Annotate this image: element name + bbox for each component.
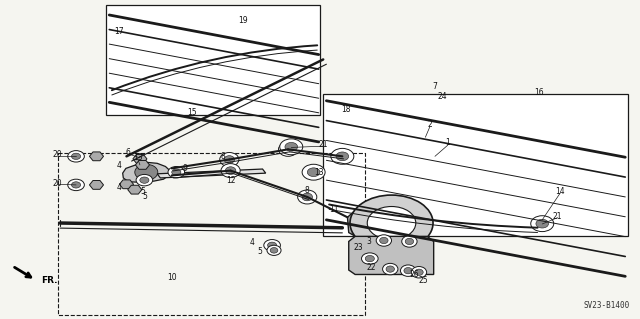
Text: 4: 4: [249, 238, 254, 247]
Text: 12: 12: [226, 176, 236, 185]
Text: 4: 4: [116, 183, 121, 192]
Ellipse shape: [307, 168, 320, 177]
Ellipse shape: [331, 148, 354, 164]
Text: FR.: FR.: [41, 276, 58, 285]
Text: 6: 6: [126, 148, 131, 157]
Polygon shape: [323, 94, 628, 236]
Polygon shape: [123, 162, 170, 182]
Text: 17: 17: [114, 27, 124, 36]
Ellipse shape: [285, 142, 298, 151]
Text: 19: 19: [239, 16, 248, 25]
Ellipse shape: [224, 156, 235, 163]
Ellipse shape: [302, 164, 325, 180]
Ellipse shape: [412, 267, 427, 278]
Ellipse shape: [280, 139, 303, 155]
Ellipse shape: [401, 265, 416, 276]
Ellipse shape: [350, 195, 433, 251]
Ellipse shape: [336, 152, 349, 161]
Ellipse shape: [168, 167, 184, 178]
Ellipse shape: [270, 248, 278, 253]
Text: 3: 3: [367, 237, 372, 246]
Ellipse shape: [365, 256, 374, 262]
Text: 2: 2: [428, 120, 432, 129]
Ellipse shape: [380, 237, 388, 244]
Text: 21: 21: [319, 140, 328, 149]
Ellipse shape: [404, 268, 412, 274]
Ellipse shape: [140, 177, 149, 183]
Text: 14: 14: [556, 187, 565, 196]
Text: 22: 22: [366, 263, 376, 272]
Ellipse shape: [278, 142, 298, 156]
Ellipse shape: [402, 236, 417, 247]
Text: 15: 15: [188, 108, 197, 117]
Text: 18: 18: [340, 105, 350, 114]
Polygon shape: [90, 152, 104, 161]
Text: 11: 11: [330, 205, 339, 214]
Text: 8: 8: [305, 186, 310, 195]
Text: 16: 16: [534, 88, 544, 97]
Ellipse shape: [405, 238, 413, 245]
Ellipse shape: [531, 216, 554, 232]
Ellipse shape: [68, 179, 84, 191]
Polygon shape: [90, 181, 104, 189]
Text: SV23-B1400: SV23-B1400: [584, 301, 630, 310]
Text: 25: 25: [419, 276, 428, 285]
Ellipse shape: [536, 219, 548, 228]
Text: 20: 20: [52, 179, 61, 188]
Polygon shape: [157, 169, 266, 178]
Polygon shape: [128, 185, 142, 194]
Polygon shape: [133, 154, 147, 163]
Text: 13: 13: [314, 168, 324, 177]
Polygon shape: [120, 180, 134, 189]
Text: 21: 21: [553, 211, 563, 220]
Ellipse shape: [264, 240, 280, 251]
Ellipse shape: [268, 242, 276, 249]
Ellipse shape: [135, 164, 158, 180]
Ellipse shape: [298, 190, 317, 204]
Polygon shape: [348, 209, 422, 237]
Ellipse shape: [225, 167, 236, 174]
Text: 8: 8: [221, 152, 225, 161]
Text: 7: 7: [433, 82, 437, 91]
Ellipse shape: [72, 153, 81, 160]
Ellipse shape: [415, 269, 423, 275]
Text: 1: 1: [445, 138, 450, 147]
Ellipse shape: [68, 151, 84, 162]
Ellipse shape: [362, 253, 378, 264]
Ellipse shape: [367, 206, 416, 240]
Text: 13: 13: [133, 153, 143, 162]
Text: 9: 9: [182, 164, 187, 173]
Ellipse shape: [302, 193, 312, 201]
Ellipse shape: [221, 164, 240, 178]
Text: 24: 24: [438, 92, 447, 101]
Text: 5: 5: [142, 192, 147, 201]
Ellipse shape: [383, 263, 398, 275]
Ellipse shape: [220, 152, 239, 167]
Ellipse shape: [283, 145, 293, 153]
Ellipse shape: [136, 174, 153, 186]
Ellipse shape: [172, 169, 181, 175]
Ellipse shape: [386, 266, 394, 272]
Ellipse shape: [72, 182, 81, 188]
Polygon shape: [136, 160, 150, 169]
Ellipse shape: [267, 245, 281, 256]
Text: 10: 10: [167, 272, 177, 281]
Polygon shape: [106, 5, 320, 115]
Text: 5: 5: [257, 247, 262, 256]
Polygon shape: [349, 236, 434, 274]
Ellipse shape: [376, 235, 392, 246]
Text: 20: 20: [52, 150, 61, 159]
Text: 23: 23: [353, 243, 363, 252]
Text: 5: 5: [140, 187, 145, 196]
Text: 26: 26: [410, 270, 419, 279]
Text: 4: 4: [116, 161, 121, 170]
